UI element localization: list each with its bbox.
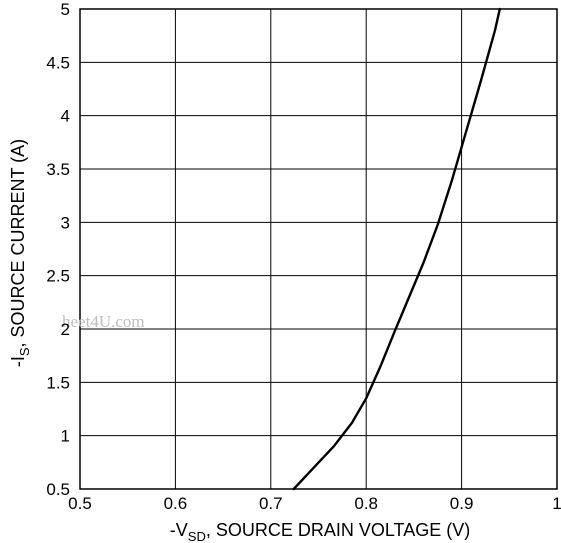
x-tick-label-2: 0.7 [259,494,283,513]
plot-border [79,8,558,490]
watermark: heet4U.com [62,312,145,331]
x-axis-title: -VSD, SOURCE DRAIN VOLTAGE (V) [170,520,470,543]
y-tick-label-9: 5 [61,0,70,19]
series-line-0 [292,7,501,491]
y-tick-labels: 0.5 1 1.5 2 2.5 3 3.5 4 4.5 5 [46,0,70,499]
y-tick-label-4: 2.5 [46,267,70,286]
y-axis-title-suffix: , SOURCE CURRENT (A) [8,139,28,348]
y-tick-label-7: 4 [61,107,70,126]
y-axis-title-prefix: -I [8,356,28,367]
y-tick-label-8: 4.5 [46,53,70,72]
x-tick-labels: 0.5 0.6 0.7 0.8 0.9 1 [68,494,561,513]
y-tick-label-0: 0.5 [46,480,70,499]
x-axis-title-prefix: -V [170,520,188,540]
grid [79,8,558,490]
y-tick-label-2: 1.5 [46,373,70,392]
x-tick-label-4: 0.9 [450,494,474,513]
y-tick-label-1: 1 [61,427,70,446]
x-axis-title-subscript: SD [188,529,206,543]
x-tick-label-3: 0.8 [354,494,378,513]
x-tick-label-5: 1 [552,494,561,513]
plot-frame [79,8,558,490]
series-group [292,7,501,491]
x-tick-label-0: 0.5 [68,494,92,513]
y-tick-label-3: 2 [61,320,70,339]
y-axis-title-subscript: S [17,347,32,356]
y-tick-label-6: 3.5 [46,160,70,179]
x-tick-label-1: 0.6 [164,494,188,513]
x-axis-title-suffix: , SOURCE DRAIN VOLTAGE (V) [206,520,470,540]
y-axis-title: -IS, SOURCE CURRENT (A) [8,139,32,367]
y-tick-label-5: 3 [61,213,70,232]
